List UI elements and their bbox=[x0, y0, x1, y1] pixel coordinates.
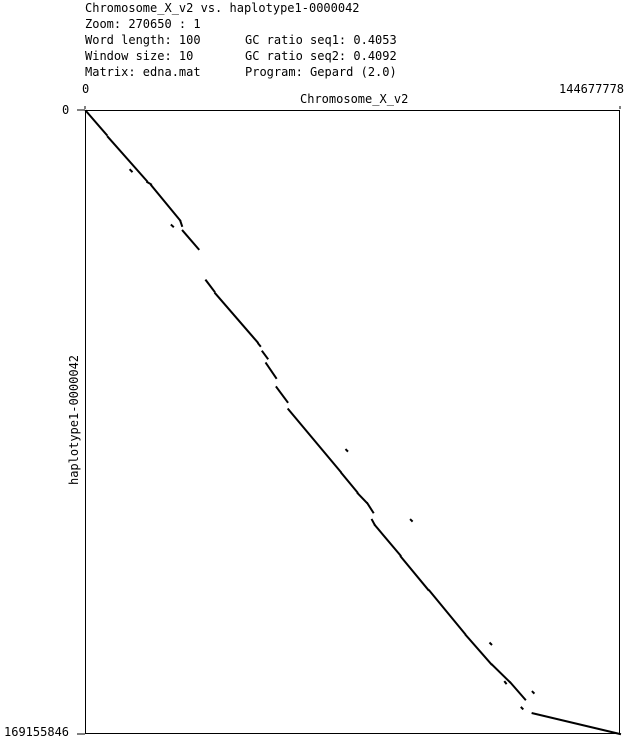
alignment-segment bbox=[286, 407, 343, 474]
alignment-segment bbox=[84, 109, 109, 137]
alignment-segment bbox=[520, 706, 525, 711]
alignment-segment bbox=[149, 183, 182, 222]
alignment-segment bbox=[370, 518, 376, 526]
alignment-segment bbox=[128, 168, 134, 173]
alignment-segment bbox=[490, 663, 512, 684]
alignment-segment bbox=[106, 135, 149, 183]
alignment-segment bbox=[344, 448, 349, 453]
alignment-segment bbox=[213, 291, 260, 344]
x-axis-max-label: 144677778 bbox=[559, 82, 624, 96]
window-size-info: Window size: 10 bbox=[85, 49, 194, 63]
alignment-segment bbox=[256, 342, 262, 348]
plot-frame bbox=[85, 110, 620, 734]
alignment-segment bbox=[427, 589, 467, 636]
alignment-segment bbox=[145, 180, 153, 186]
plot-title: Chromosome_X_v2 vs. haplotype1-0000042 bbox=[85, 1, 360, 15]
gc-ratio-seq1: GC ratio seq1: 0.4053 bbox=[245, 33, 397, 47]
alignment-segment bbox=[503, 680, 508, 685]
zoom-info: Zoom: 270650 : 1 bbox=[85, 17, 201, 31]
gc-ratio-seq2: GC ratio seq2: 0.4092 bbox=[245, 49, 397, 63]
alignment-segment bbox=[531, 690, 536, 695]
alignment-segment bbox=[399, 555, 430, 592]
matrix-info: Matrix: edna.mat bbox=[85, 65, 201, 79]
alignment-segment bbox=[409, 518, 414, 523]
alignment-segment bbox=[488, 641, 493, 646]
word-length-info: Word length: 100 bbox=[85, 33, 201, 47]
x-axis-min-label: 0 bbox=[82, 82, 90, 96]
alignment-segment bbox=[339, 471, 359, 494]
alignment-segment bbox=[204, 278, 216, 293]
alignment-segment bbox=[464, 633, 493, 666]
alignment-segment bbox=[356, 491, 368, 504]
alignment-segment bbox=[373, 523, 402, 557]
y-axis-max-label: 169155846 bbox=[4, 725, 70, 739]
alignment-segments bbox=[84, 109, 622, 736]
alignment-segment bbox=[264, 361, 278, 380]
alignment-segment bbox=[275, 385, 289, 404]
alignment-segment bbox=[261, 350, 269, 360]
alignment-segment bbox=[170, 223, 175, 229]
alignment-segment bbox=[181, 229, 201, 251]
program-info: Program: Gepard (2.0) bbox=[245, 65, 397, 79]
alignment-segment bbox=[531, 711, 622, 736]
alignment-segment bbox=[179, 220, 184, 228]
x-axis-title: Chromosome_X_v2 bbox=[300, 92, 409, 106]
alignment-segment bbox=[509, 681, 527, 701]
y-axis-min-label: 0 bbox=[62, 103, 70, 117]
alignment-segment bbox=[365, 501, 375, 514]
